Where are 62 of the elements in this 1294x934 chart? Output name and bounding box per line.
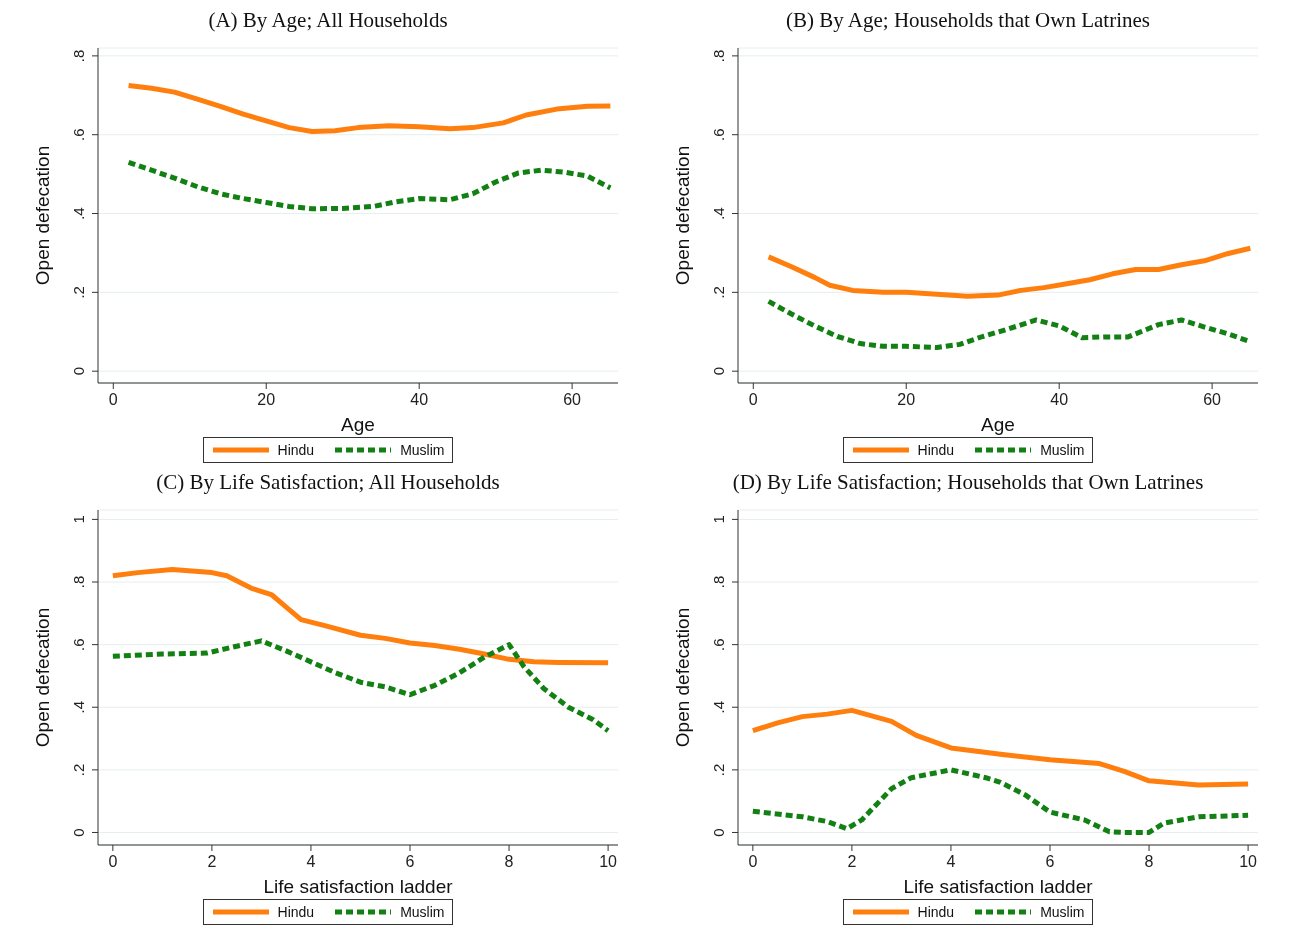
y-tick-label: .2 — [710, 286, 727, 299]
x-axis-title: Life satisfaction ladder — [263, 876, 454, 897]
y-tick-label: .4 — [710, 700, 727, 714]
legend-label: Hindu — [916, 904, 955, 920]
x-tick-label: 10 — [1239, 853, 1258, 870]
y-tick-label: .4 — [70, 207, 87, 220]
legend-label: Muslim — [1039, 442, 1085, 458]
y-axis-title: Open defecation — [671, 145, 693, 286]
x-tick-label: 4 — [946, 853, 956, 870]
y-tick-label: .6 — [710, 128, 727, 141]
y-tick-label: .6 — [710, 638, 727, 651]
legend-label: Muslim — [399, 904, 445, 920]
x-tick-label: 0 — [748, 391, 758, 408]
y-tick-label: .6 — [70, 638, 87, 651]
x-tick-label: 2 — [207, 853, 217, 870]
y-tick-label: .2 — [710, 763, 727, 777]
x-tick-label: 60 — [563, 391, 582, 408]
legend-label: Hindu — [916, 442, 955, 458]
y-tick-label: 1 — [70, 515, 87, 524]
x-tick-label: 6 — [405, 853, 415, 870]
y-tick-label: .2 — [70, 286, 87, 299]
chart-title: (B) By Age; Households that Own Latrines — [785, 8, 1151, 34]
y-tick-label: .6 — [70, 128, 87, 141]
x-tick-label: 0 — [108, 853, 118, 870]
x-tick-label: 2 — [847, 853, 857, 870]
y-tick-label: 0 — [70, 367, 87, 376]
y-tick-label: .2 — [70, 763, 87, 777]
chart-title: (D) By Life Satisfaction; Households that Own Latrines — [731, 470, 1205, 496]
x-tick-label: 40 — [1050, 391, 1069, 408]
y-tick-label: 0 — [70, 828, 87, 837]
legend-label: Muslim — [1039, 904, 1085, 920]
y-tick-label: 0 — [710, 828, 727, 837]
y-tick-label: .4 — [70, 700, 87, 714]
x-tick-label: 0 — [748, 853, 758, 870]
x-tick-label: 0 — [108, 391, 118, 408]
x-tick-label: 40 — [410, 391, 429, 408]
y-tick-label: .8 — [70, 49, 87, 63]
x-tick-label: 10 — [599, 853, 618, 870]
y-axis-title: Open defecation — [671, 607, 693, 748]
legend-label: Muslim — [399, 442, 445, 458]
legend-label: Hindu — [276, 442, 315, 458]
y-tick-label: .8 — [710, 575, 727, 589]
chart-title: (C) By Life Satisfaction; All Households — [155, 470, 501, 496]
x-axis-title: Age — [981, 414, 1015, 435]
x-tick-label: 20 — [257, 391, 276, 408]
legend-label: Hindu — [276, 904, 315, 920]
x-axis-title: Life satisfaction ladder — [903, 876, 1094, 897]
y-axis-title: Open defecation — [31, 607, 53, 748]
x-tick-label: 6 — [1045, 853, 1055, 870]
x-tick-label: 8 — [1144, 853, 1154, 870]
y-tick-label: .8 — [710, 49, 727, 63]
x-tick-label: 60 — [1203, 391, 1222, 408]
y-tick-label: 0 — [710, 367, 727, 376]
x-tick-label: 4 — [306, 853, 316, 870]
y-tick-label: 1 — [710, 515, 727, 524]
x-tick-label: 8 — [504, 853, 514, 870]
y-tick-label: .8 — [70, 575, 87, 589]
x-axis-title: Age — [341, 414, 375, 435]
y-axis-title: Open defecation — [31, 145, 53, 286]
x-tick-label: 20 — [897, 391, 916, 408]
y-tick-label: .4 — [710, 207, 727, 220]
chart-title: (A) By Age; All Households — [207, 8, 449, 34]
